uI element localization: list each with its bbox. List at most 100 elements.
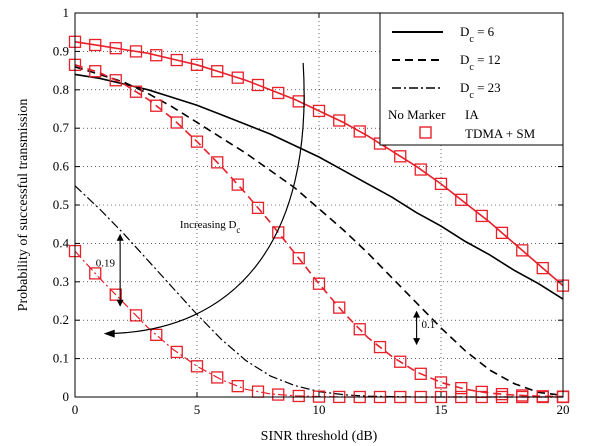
- legend-square-marker-icon: [419, 126, 432, 139]
- legend-ia: IA: [465, 107, 479, 122]
- y-tick-label: 0.2: [53, 312, 69, 327]
- gap-label-right: 0.1: [421, 319, 435, 331]
- legend-box: [379, 12, 564, 146]
- marker-square-tdma-dc12: [434, 376, 448, 389]
- marker-square-tdma-dc12: [251, 201, 265, 215]
- marker-square-tdma-dc6: [394, 150, 407, 163]
- legend-dc12-subscript: c: [469, 62, 474, 73]
- marker-square-tdma-dc6: [353, 125, 366, 138]
- curve-tdma-dc6: [74, 41, 564, 287]
- marker-square-tdma-dc12: [109, 74, 122, 87]
- marker-square-tdma-dc12: [333, 301, 346, 314]
- legend-label-dc23: Dc = 23: [460, 80, 501, 101]
- y-axis-label: Probability of successful transmission: [16, 99, 31, 312]
- gap-arrow-left: [116, 233, 124, 307]
- marker-square-tdma-dc23: [211, 371, 224, 384]
- legend-dc12-symbol: D: [460, 52, 469, 67]
- marker-square-tdma-dc6: [109, 42, 122, 55]
- x-tick-label: 15: [435, 402, 448, 417]
- legend-dc12-value: = 12: [474, 52, 501, 67]
- x-axis-label: SINR threshold (dB): [261, 429, 378, 444]
- y-tick-label: 0.6: [53, 159, 70, 174]
- increasing-dc-label: Increasing Dc: [180, 219, 241, 235]
- marker-square-tdma-dc6: [89, 38, 102, 52]
- marker-square-tdma-dc6: [414, 163, 427, 176]
- y-tick-label: 1: [63, 5, 70, 20]
- gap-arrowhead-bottom: [116, 299, 124, 307]
- increasing-arrow: [106, 62, 305, 335]
- curve-ia-dc12: [74, 66, 564, 397]
- y-tick-label: 0.1: [53, 351, 69, 366]
- marker-square-tdma-dc6: [516, 244, 529, 257]
- marker-square-tdma-dc12: [373, 340, 387, 354]
- marker-square-tdma-dc23: [231, 380, 244, 393]
- marker-square-tdma-dc6: [312, 104, 326, 118]
- marker-square-tdma-dc6: [455, 193, 468, 206]
- marker-square-tdma-dc12: [211, 156, 224, 169]
- gap-label-left: 0.19: [96, 257, 116, 269]
- legend: Dc = 6 Dc = 12 Dc = 23 No Marker IA TDMA…: [379, 12, 564, 146]
- y-tick-label: 0.3: [53, 274, 69, 289]
- gap-arrowhead-top: [116, 233, 124, 241]
- increasing-label-prefix: Increasing D: [180, 219, 237, 231]
- legend-no-marker: No Marker: [388, 107, 446, 122]
- legend-dc23-value: = 23: [474, 80, 501, 95]
- legend-dc23-symbol: D: [460, 80, 469, 95]
- marker-square-tdma-dc23: [150, 328, 163, 341]
- marker-square-tdma-dc12: [272, 226, 285, 239]
- gap-arrowhead-top: [413, 310, 421, 318]
- y-tick-label: 0.7: [53, 120, 70, 135]
- marker-square-tdma-dc12: [170, 116, 183, 129]
- y-tick-label: 0.5: [53, 197, 69, 212]
- x-tick-label: 0: [72, 402, 79, 417]
- marker-square-tdma-dc6: [495, 226, 509, 239]
- marker-square-tdma-dc12: [455, 381, 468, 395]
- legend-dc6-value: = 6: [474, 24, 495, 39]
- gap-arrow-right: [413, 310, 421, 346]
- y-tick-label: 0.4: [53, 235, 70, 250]
- increasing-label-subscript: c: [236, 225, 240, 235]
- legend-dc6-subscript: c: [469, 34, 474, 45]
- marker-square-tdma-dc23: [272, 388, 285, 401]
- marker-square-tdma-dc12: [353, 323, 366, 336]
- marker-square-tdma-dc23: [190, 360, 204, 373]
- marker-square-tdma-dc6: [211, 65, 224, 78]
- y-tick-label: 0.9: [53, 43, 69, 58]
- legend-dc23-subscript: c: [469, 90, 474, 101]
- marker-square-tdma-dc6: [170, 53, 183, 67]
- gap-arrowhead-bottom: [413, 338, 421, 346]
- increasing-arrowhead: [103, 329, 115, 338]
- marker-square-tdma-dc12: [394, 355, 407, 368]
- marker-square-tdma-dc23: [170, 345, 183, 359]
- curve-ia-dc6: [74, 73, 564, 300]
- marker-square-tdma-dc12: [150, 99, 163, 112]
- marker-square-tdma-dc23: [89, 267, 102, 280]
- marker-square-tdma-dc23: [109, 288, 122, 301]
- marker-square-tdma-dc6: [333, 114, 346, 127]
- marker-square-tdma-dc23: [292, 389, 305, 403]
- marker-square-tdma-dc6: [150, 49, 163, 62]
- legend-dc6-symbol: D: [460, 24, 469, 39]
- marker-square-tdma-dc12: [129, 85, 143, 98]
- marker-square-tdma-dc12: [231, 178, 244, 191]
- marker-square-tdma-dc6: [231, 71, 244, 84]
- marker-square-tdma-dc12: [312, 277, 326, 290]
- marker-square-tdma-dc6: [475, 209, 488, 223]
- marker-square-tdma-dc6: [272, 86, 285, 100]
- legend-label-dc6: Dc = 6: [460, 24, 495, 45]
- y-tick-label: 0.8: [53, 82, 69, 97]
- x-tick-label: 5: [194, 402, 201, 417]
- legend-tdma-sm: TDMA + SM: [465, 126, 536, 141]
- x-tick-label: 20: [557, 402, 570, 417]
- x-tick-label: 10: [313, 402, 326, 417]
- axis-ticks: 0 5 10 15 20 0 0.1 0.2 0.3 0.4 0.5 0.6 0.7 0.8 0.9 1: [53, 5, 570, 417]
- marker-square-tdma-dc12: [89, 65, 102, 78]
- annotations: Increasing Dc 0.19 0.1: [96, 62, 435, 346]
- marker-square-tdma-dc23: [129, 309, 143, 322]
- marker-square-tdma-dc6: [190, 58, 204, 71]
- marker-square-tdma-dc6: [251, 78, 265, 92]
- marker-square-tdma-dc12: [292, 252, 305, 265]
- marker-square-tdma-dc12: [414, 367, 427, 380]
- marker-square-tdma-dc12: [190, 135, 204, 148]
